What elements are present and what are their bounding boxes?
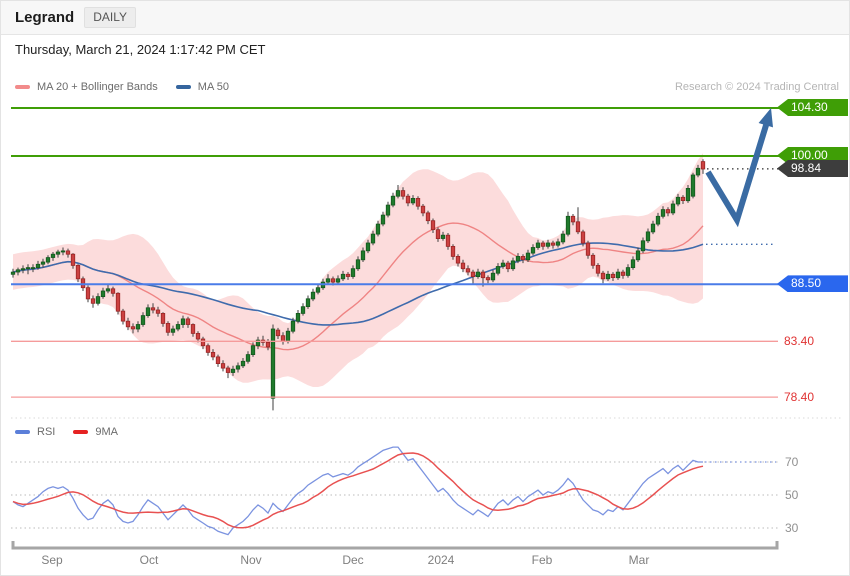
- timestamp: Thursday, March 21, 2024 1:17:42 PM CET: [15, 42, 266, 57]
- resistance-level-tag-104-30: 104.30: [777, 99, 848, 116]
- x-axis-label-nov: Nov: [240, 553, 262, 567]
- ma50-legend-label: MA 50: [197, 81, 229, 93]
- x-axis-label-feb: Feb: [531, 553, 553, 567]
- research-watermark: Research © 2024 Trading Central: [674, 81, 839, 93]
- ma20-bollinger-legend-label: MA 20 + Bollinger Bands: [37, 81, 158, 93]
- price-levels: [11, 107, 780, 398]
- x-axis-label-2024: 2024: [427, 553, 455, 567]
- forecast-arrow: [705, 108, 773, 228]
- x-axis-label-oct: Oct: [139, 553, 159, 567]
- rsi-9ma-line: [12, 452, 704, 529]
- rsi-line: [12, 446, 703, 536]
- x-axis-label-dec: Dec: [342, 553, 364, 567]
- x-axis-bar: [11, 541, 779, 550]
- ma20-bollinger-legend-swatch: [15, 85, 30, 89]
- resistance-level-tag-100-00: 100.00: [777, 147, 848, 164]
- x-axis-label-mar: Mar: [628, 553, 650, 567]
- support-level-label-83-40: 83.40: [784, 334, 815, 349]
- header-bar: Legrand DAILY: [1, 1, 849, 35]
- 9ma-legend-swatch: [73, 430, 89, 434]
- rsi-legend-swatch: [15, 430, 30, 434]
- rsi-scale-label-70: 70: [785, 455, 799, 469]
- price-legend: MA 20 + Bollinger Bands MA 50: [15, 81, 247, 93]
- timeframe-chip[interactable]: DAILY: [84, 7, 136, 28]
- x-axis-label-sep: Sep: [41, 553, 63, 567]
- 9ma-legend-label: 9MA: [95, 426, 118, 438]
- support-level-tag-88-50: 88.50: [777, 275, 848, 293]
- rsi-legend-label: RSI: [37, 426, 56, 438]
- ma50-legend-swatch: [175, 85, 191, 89]
- support-level-label-78-40: 78.40: [784, 390, 815, 405]
- rsi-scale-label-50: 50: [785, 488, 799, 502]
- rsi-panel: [11, 417, 841, 536]
- last-price-tag-98-84: 98.84: [777, 159, 848, 177]
- rsi-legend: RSI 9MA: [15, 426, 136, 438]
- rsi-scale-label-30: 30: [785, 521, 799, 535]
- instrument-name: Legrand: [15, 9, 75, 26]
